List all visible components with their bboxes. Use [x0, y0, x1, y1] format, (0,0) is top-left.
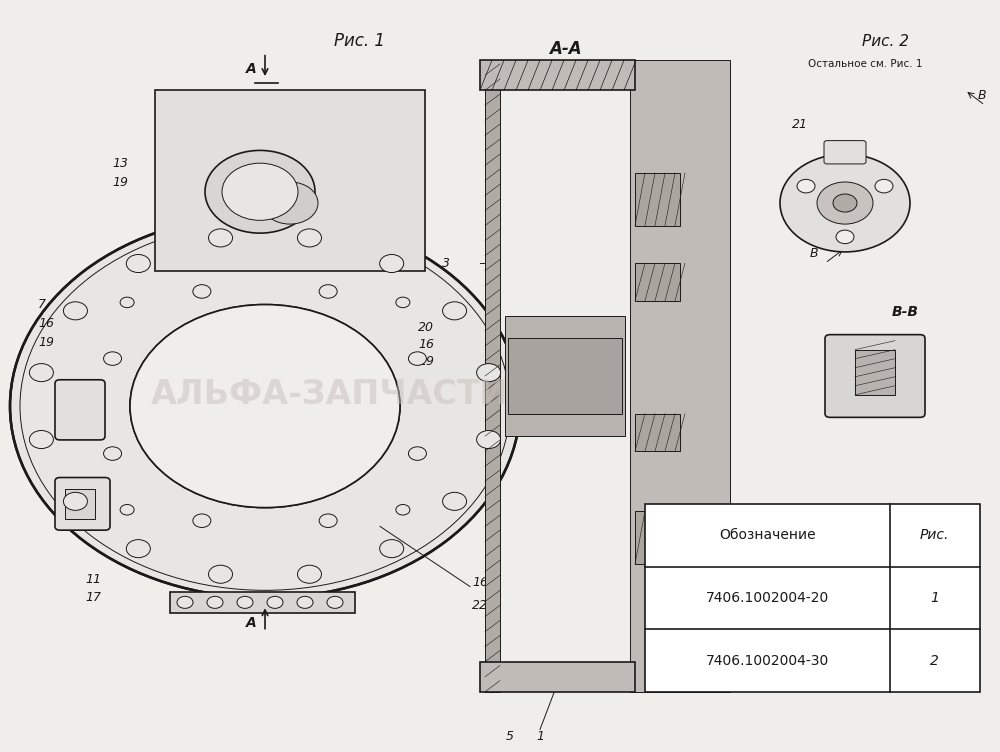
- Circle shape: [193, 514, 211, 527]
- Bar: [170, 592, 355, 613]
- Circle shape: [29, 364, 53, 382]
- Circle shape: [209, 229, 233, 247]
- Text: 2: 2: [796, 196, 804, 210]
- Circle shape: [477, 430, 501, 448]
- Circle shape: [267, 596, 283, 608]
- Circle shape: [396, 505, 410, 515]
- Circle shape: [327, 596, 343, 608]
- Text: 17: 17: [85, 591, 101, 605]
- Circle shape: [177, 596, 193, 608]
- Text: 19: 19: [418, 355, 434, 368]
- Circle shape: [408, 447, 426, 460]
- Text: 16: 16: [418, 338, 434, 351]
- Text: 5: 5: [506, 730, 514, 744]
- Circle shape: [209, 566, 233, 584]
- Circle shape: [443, 302, 467, 320]
- FancyBboxPatch shape: [55, 380, 105, 440]
- Text: 7: 7: [38, 298, 46, 311]
- Text: 1: 1: [536, 730, 544, 744]
- Bar: [480, 662, 635, 692]
- Text: Обозначение: Обозначение: [719, 528, 816, 542]
- Circle shape: [797, 179, 815, 193]
- Text: A: A: [246, 62, 256, 76]
- Bar: [155, 90, 425, 271]
- Text: 2: 2: [930, 653, 939, 668]
- Text: Рис.: Рис.: [920, 528, 949, 542]
- Text: 3: 3: [442, 256, 450, 270]
- Circle shape: [104, 447, 122, 460]
- FancyBboxPatch shape: [55, 478, 110, 530]
- Circle shape: [237, 596, 253, 608]
- Circle shape: [875, 179, 893, 193]
- Circle shape: [10, 214, 520, 598]
- Bar: [635, 263, 680, 301]
- Circle shape: [297, 596, 313, 608]
- Circle shape: [262, 182, 318, 224]
- Text: 13: 13: [112, 157, 128, 171]
- Text: АЛЬФА-ЗАПЧАСТИ: АЛЬФА-ЗАПЧАСТИ: [151, 378, 509, 411]
- Text: Остальное см. Рис. 1: Остальное см. Рис. 1: [808, 59, 922, 69]
- Circle shape: [126, 540, 150, 558]
- Text: 7406.1002004-30: 7406.1002004-30: [706, 653, 829, 668]
- Text: A: A: [246, 616, 256, 629]
- Bar: [635, 414, 680, 451]
- FancyBboxPatch shape: [825, 335, 925, 417]
- Text: 16: 16: [38, 317, 54, 330]
- Bar: [635, 511, 680, 564]
- Bar: [480, 60, 635, 90]
- Circle shape: [207, 596, 223, 608]
- Bar: [855, 350, 895, 395]
- Circle shape: [780, 154, 910, 252]
- Circle shape: [130, 305, 400, 508]
- Bar: [508, 338, 622, 414]
- Circle shape: [443, 493, 467, 511]
- Bar: [485, 60, 500, 692]
- Circle shape: [380, 254, 404, 272]
- Circle shape: [193, 285, 211, 299]
- Text: B: B: [809, 247, 818, 260]
- FancyBboxPatch shape: [824, 141, 866, 164]
- Circle shape: [396, 297, 410, 308]
- Text: 7406.1002004-20: 7406.1002004-20: [706, 591, 829, 605]
- Bar: [635, 173, 680, 226]
- Circle shape: [205, 150, 315, 233]
- Circle shape: [297, 229, 321, 247]
- Circle shape: [120, 505, 134, 515]
- Text: B-B: B-B: [892, 305, 918, 319]
- Circle shape: [836, 230, 854, 244]
- Circle shape: [817, 182, 873, 224]
- Text: 11: 11: [85, 572, 101, 586]
- Bar: [630, 60, 730, 692]
- Text: Рис. 2: Рис. 2: [862, 34, 908, 49]
- Circle shape: [222, 163, 298, 220]
- Text: 16: 16: [472, 576, 488, 590]
- Bar: [645, 504, 980, 692]
- Circle shape: [63, 493, 87, 511]
- Text: 4: 4: [826, 384, 834, 398]
- Circle shape: [319, 285, 337, 299]
- Circle shape: [297, 566, 321, 584]
- Text: B: B: [978, 89, 987, 102]
- Circle shape: [29, 430, 53, 448]
- Circle shape: [477, 364, 501, 382]
- Circle shape: [380, 540, 404, 558]
- Circle shape: [126, 254, 150, 272]
- Circle shape: [120, 297, 134, 308]
- Text: 1: 1: [930, 591, 939, 605]
- Text: A-A: A-A: [549, 40, 581, 58]
- Text: 20: 20: [418, 320, 434, 334]
- Circle shape: [319, 514, 337, 527]
- Text: 19: 19: [38, 335, 54, 349]
- Text: 22: 22: [472, 599, 488, 612]
- Circle shape: [104, 352, 122, 365]
- Circle shape: [63, 302, 87, 320]
- Text: 19: 19: [112, 176, 128, 190]
- Bar: [505, 316, 625, 436]
- Circle shape: [408, 352, 426, 365]
- Bar: [65, 489, 95, 519]
- Text: Рис. 1: Рис. 1: [334, 32, 386, 50]
- Text: 21: 21: [792, 117, 808, 131]
- Circle shape: [833, 194, 857, 212]
